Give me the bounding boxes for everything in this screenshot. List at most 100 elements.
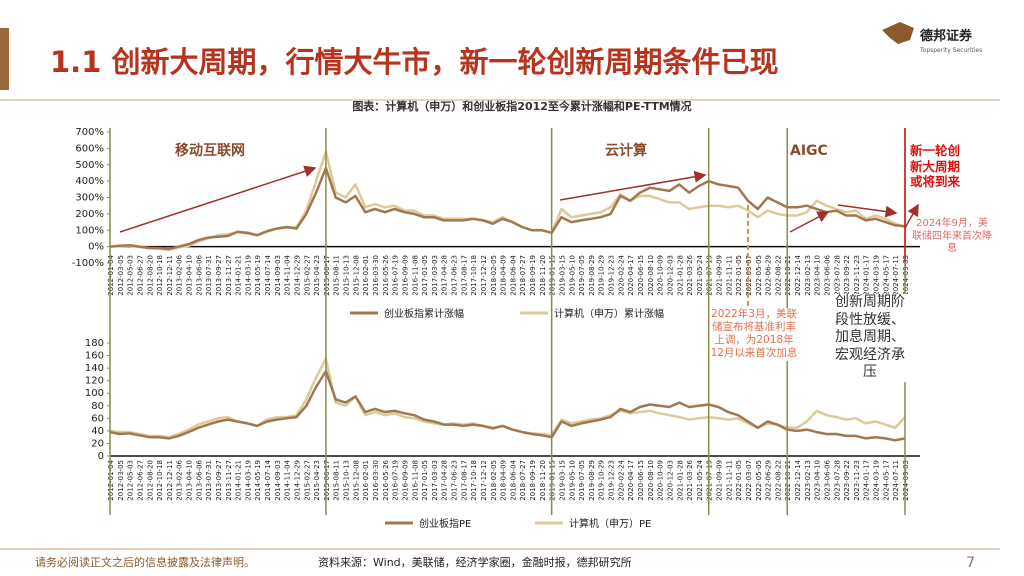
x-tick-label: 2021-05-24 (696, 459, 704, 500)
x-tick-label: 2021-03-26 (686, 254, 694, 295)
x-tick-label: 2023-06-06 (823, 254, 831, 295)
x-tick-label: 2020-08-10 (647, 460, 655, 501)
x-tick-label: 2017-04-28 (441, 255, 449, 296)
legend-label: 创业板指累计涨幅 (384, 307, 464, 320)
legend-label: 创业板指PE (419, 517, 471, 530)
x-tick-label: 2013-09-27 (215, 460, 223, 501)
x-tick-label: 2021-07-19 (706, 460, 714, 501)
x-tick-label: 2019-03-15 (558, 255, 566, 296)
x-tick-label: 2024-07-11 (892, 460, 900, 501)
x-tick-label: 2017-06-23 (451, 460, 459, 501)
x-tick-label: 2019-01-15 (549, 460, 557, 501)
x-tick-label: 2018-11-20 (539, 460, 547, 501)
x-tick-label: 2013-11-27 (225, 255, 233, 296)
logo-icon (882, 22, 914, 44)
x-tick-label: 2016-07-19 (392, 460, 400, 501)
x-tick-label: 2015-08-11 (333, 460, 341, 501)
y-tick-label: 120 (85, 376, 104, 387)
x-tick-label: 2022-08-22 (774, 255, 782, 296)
x-tick-label: 2013-04-10 (186, 460, 194, 501)
x-tick-label: 2017-12-12 (480, 255, 488, 296)
charts: -100% 0% 100% 200% 300% 400% 500% 600% 700% 2012-… (72, 127, 920, 530)
y-tick-label: 100 (85, 388, 104, 399)
x-tick-label: 2018-09-19 (529, 255, 537, 296)
y-tick-label: 80 (91, 401, 104, 412)
x-tick-label: 2024-03-19 (873, 255, 881, 296)
x-tick-label: 2012-08-20 (146, 460, 154, 501)
x-tick-label: 2016-03-30 (372, 255, 380, 296)
x-tick-label: 2015-06-17 (323, 460, 331, 501)
x-tick-label: 2013-04-10 (186, 255, 194, 296)
x-tick-label: 2022-01-05 (735, 255, 743, 296)
x-tick-label: 2013-07-31 (205, 460, 213, 501)
x-tick-label: 2022-10-21 (784, 255, 792, 296)
x-tick-label: 2020-10-09 (657, 460, 665, 501)
x-tick-label: 2024-05-17 (882, 255, 890, 296)
chart-caption: 图表：计算机（申万）和创业板指2012至今累计涨幅和PE-TTM情况 (352, 99, 691, 113)
disclaimer: 请务必阅读正文之后的信息披露及法律声明。 (35, 555, 255, 569)
x-tick-label: 2019-07-05 (578, 460, 586, 501)
x-tick-label: 2020-04-17 (627, 255, 635, 296)
slide-title: 1.1 创新大周期，行情大牛市，新一轮创新周期条件已现 (50, 45, 778, 79)
x-tick-label: 2012-06-27 (136, 255, 144, 296)
x-tick-label: 2015-04-23 (313, 460, 321, 501)
x-tick-label: 2017-12-12 (480, 460, 488, 501)
annotation: AIGC (790, 143, 828, 159)
x-tick-label: 2012-08-20 (146, 255, 154, 296)
y-tick-label: 160 (85, 351, 104, 362)
x-tick-label: 2017-08-17 (460, 255, 468, 296)
x-tick-label: 2023-09-22 (843, 255, 851, 296)
x-tick-label: 2016-11-08 (411, 255, 419, 296)
x-tick-label: 2014-12-29 (293, 255, 301, 296)
x-tick-label: 2013-11-27 (225, 460, 233, 501)
x-tick-label: 2014-07-14 (264, 459, 272, 500)
x-tick-label: 2023-04-10 (814, 255, 822, 296)
x-tick-label: 2019-12-23 (608, 460, 616, 501)
x-tick-label: 2018-09-19 (529, 460, 537, 501)
x-tick-label: 2016-09-09 (401, 460, 409, 501)
x-tick-label: 2021-11-11 (725, 255, 733, 296)
x-tick-label: 2014-09-03 (274, 255, 282, 296)
x-tick-label: 2012-05-03 (127, 255, 135, 296)
legend-label: 计算机（申万）累计涨幅 (554, 307, 664, 320)
x-tick-label: 2012-01-04 (107, 254, 115, 295)
x-tick-label: 2017-01-05 (421, 460, 429, 501)
x-tick-label: 2022-10-21 (784, 460, 792, 501)
x-tick-label: 2020-08-10 (647, 255, 655, 296)
x-tick-label: 2021-01-28 (676, 255, 684, 296)
x-tick-label: 2014-05-19 (254, 255, 262, 296)
x-tick-label: 2024-01-17 (863, 460, 871, 501)
logo-en: Topsperity Securities (919, 47, 982, 54)
x-tick-label: 2015-10-13 (343, 255, 351, 296)
x-tick-label: 2024-05-17 (882, 460, 890, 501)
x-tick-label: 2023-02-13 (804, 460, 812, 501)
x-tick-label: 2017-10-18 (470, 460, 478, 501)
x-tick-label: 2015-04-23 (313, 255, 321, 296)
x-tick-label: 2012-03-05 (117, 255, 125, 296)
annotation: 2024年9月，美联储四年来首次降息 (912, 218, 992, 254)
x-tick-label: 2020-02-24 (617, 254, 625, 295)
trend-arrow (904, 203, 919, 229)
x-tick-label: 2019-05-10 (568, 460, 576, 501)
page-number: 7 (966, 555, 975, 571)
x-tick-label: 2022-05-05 (755, 255, 763, 296)
x-tick-label: 2022-06-29 (765, 460, 773, 501)
x-tick-label: 2012-05-03 (127, 460, 135, 501)
x-tick-label: 2018-04-09 (500, 460, 508, 501)
x-tick-label: 2013-09-27 (215, 255, 223, 296)
trend-arrow (837, 204, 898, 218)
x-tick-label: 2012-10-18 (156, 255, 164, 296)
x-tick-label: 2016-02-01 (362, 460, 370, 501)
x-tick-label: 2013-06-06 (195, 459, 203, 500)
x-tick-label: 2022-05-05 (755, 460, 763, 501)
x-tick-label: 2014-12-29 (293, 460, 301, 501)
x-tick-label: 2012-12-11 (166, 460, 174, 501)
x-tick-label: 2016-05-26 (382, 254, 390, 295)
x-tick-label: 2016-11-08 (411, 460, 419, 501)
x-tick-label: 2022-12-14 (794, 459, 802, 500)
y-tick-label: 180 (85, 338, 104, 349)
legend-label: 计算机（申万）PE (569, 517, 651, 530)
x-tick-label: 2019-03-15 (558, 460, 566, 501)
x-tick-label: 2015-12-08 (352, 255, 360, 296)
x-tick-label: 2020-04-17 (627, 460, 635, 501)
